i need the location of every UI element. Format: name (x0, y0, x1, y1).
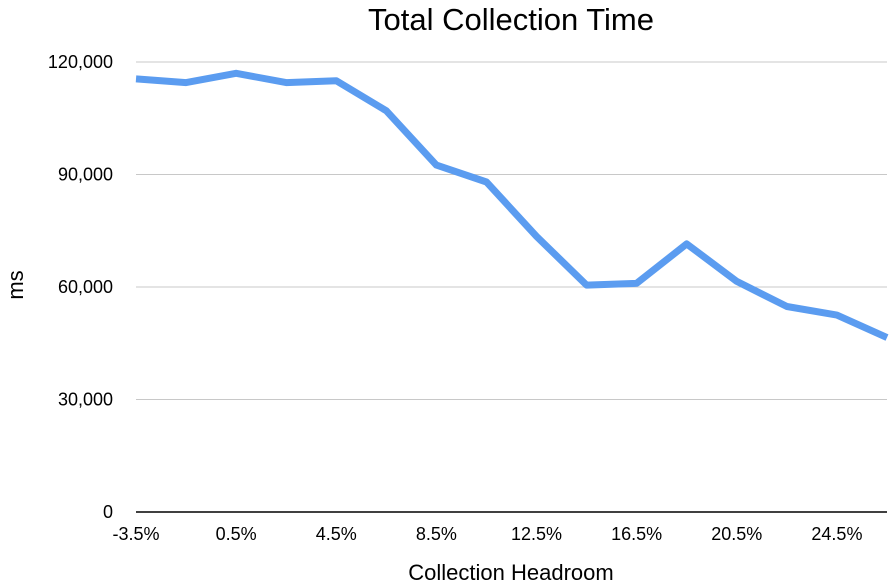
x-tick-label: 4.5% (316, 524, 357, 544)
x-tick-labels: -3.5% 0.5% 4.5% 8.5% 12.5% 16.5% 20.5% 24.5% (112, 524, 862, 544)
x-tick-label: -3.5% (112, 524, 159, 544)
y-tick-labels: 0 30,000 60,000 90,000 120,000 (48, 52, 113, 522)
y-tick-label: 120,000 (48, 52, 113, 72)
y-tick-label: 60,000 (58, 277, 113, 297)
y-axis-label: ms (3, 270, 28, 299)
x-tick-label: 16.5% (611, 524, 662, 544)
chart-title: Total Collection Time (368, 2, 654, 37)
x-axis-label: Collection Headroom (408, 560, 613, 585)
x-tick-label: 24.5% (811, 524, 862, 544)
x-tick-label: 8.5% (416, 524, 457, 544)
series-line (135, 69, 889, 341)
x-tick-label: 0.5% (216, 524, 257, 544)
y-tick-label: 30,000 (58, 390, 113, 410)
x-tick-label: 12.5% (511, 524, 562, 544)
data-series (135, 69, 889, 341)
gridlines (136, 61, 887, 400)
x-tick-label: 20.5% (711, 524, 762, 544)
y-tick-label: 0 (103, 502, 113, 522)
y-tick-label: 90,000 (58, 165, 113, 185)
